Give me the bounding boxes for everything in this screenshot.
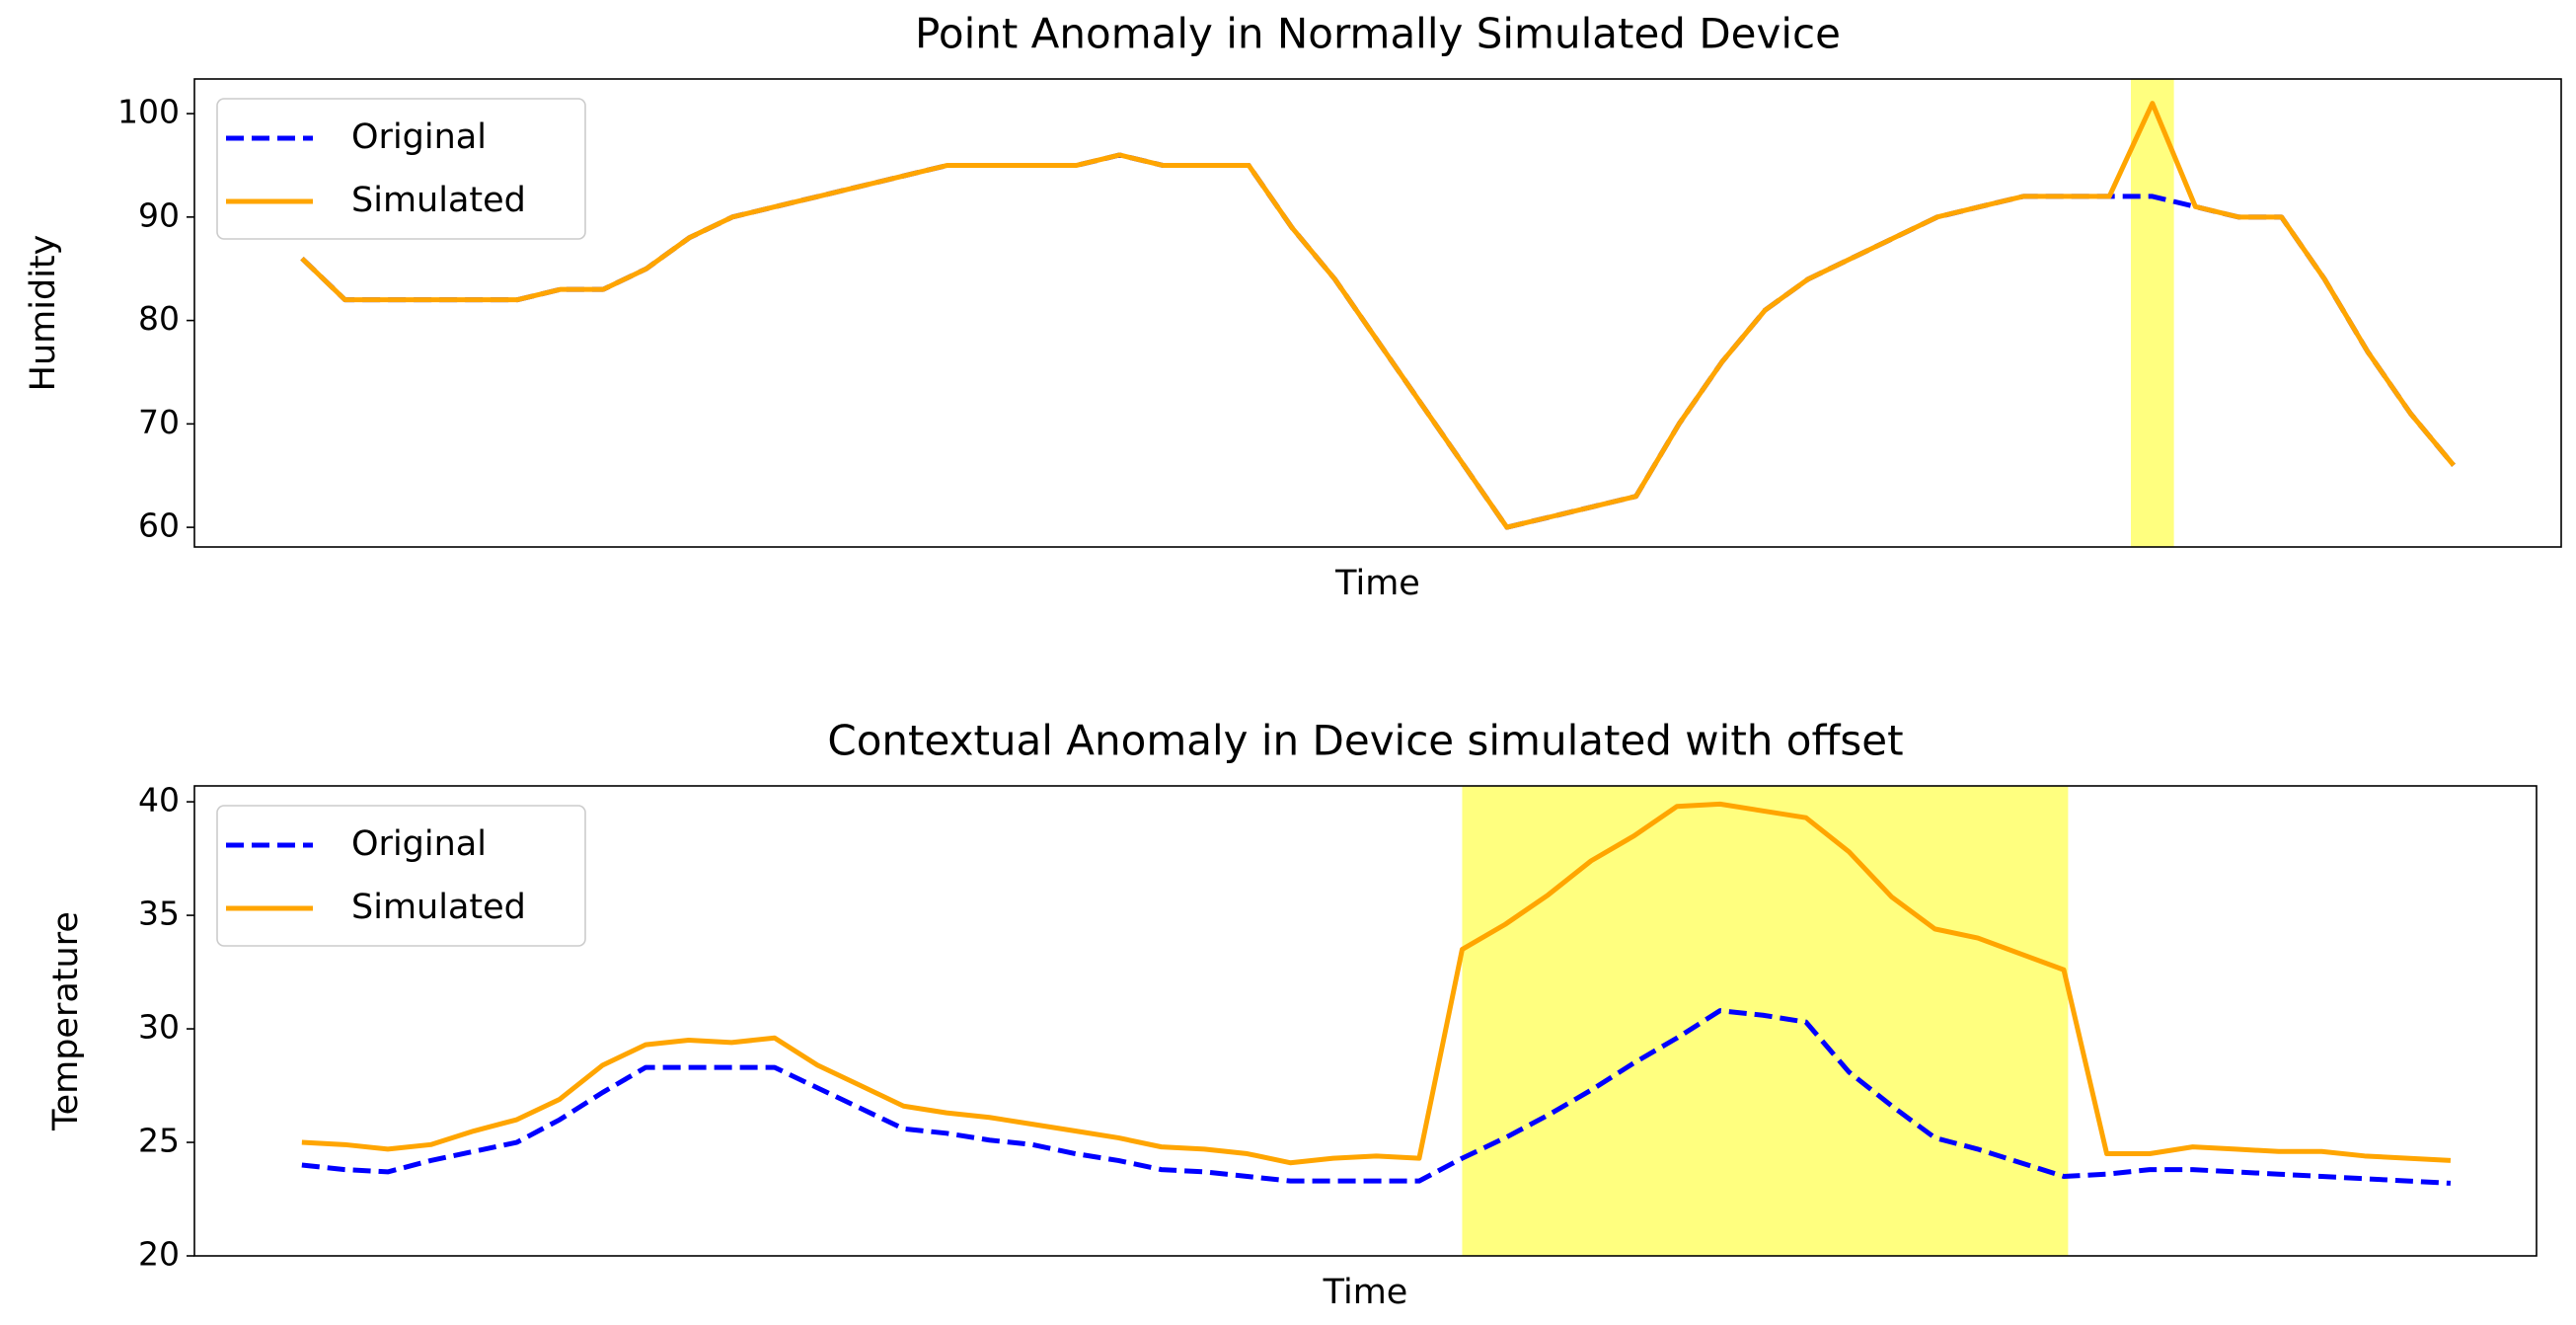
y-tick-label: 70 [138, 403, 180, 441]
y-tick-label: 25 [138, 1122, 180, 1160]
legend-label: Original [351, 824, 487, 864]
x-axis-label: Time [1323, 1273, 1408, 1312]
legend-label: Original [351, 117, 487, 157]
y-tick-label: 60 [138, 507, 180, 545]
y-axis-label: Humidity [24, 235, 63, 392]
y-tick-label: 90 [138, 195, 180, 234]
series-line [300, 101, 2456, 530]
plot-frame [193, 785, 2538, 1257]
y-tick-label: 35 [138, 895, 180, 933]
legend-label: Simulated [351, 888, 526, 927]
plot-frame [193, 78, 2562, 548]
y-tick-label: 30 [138, 1008, 180, 1047]
chart-title: Contextual Anomaly in Device simulated w… [827, 717, 1903, 765]
x-axis-label: Time [1334, 564, 1420, 603]
anomaly-highlight [2131, 79, 2174, 547]
y-tick-label: 100 [117, 93, 180, 131]
chart-title: Point Anomaly in Normally Simulated Devi… [915, 10, 1841, 58]
series-line [301, 1008, 2452, 1186]
y-tick-label: 40 [138, 781, 180, 819]
y-axis-label: Temperature [46, 911, 86, 1131]
y-tick-label: 80 [138, 299, 180, 338]
series-line [301, 801, 2452, 1166]
legend-label: Simulated [351, 181, 526, 220]
anomaly-highlight [1462, 786, 2069, 1256]
y-tick-label: 20 [138, 1235, 180, 1274]
